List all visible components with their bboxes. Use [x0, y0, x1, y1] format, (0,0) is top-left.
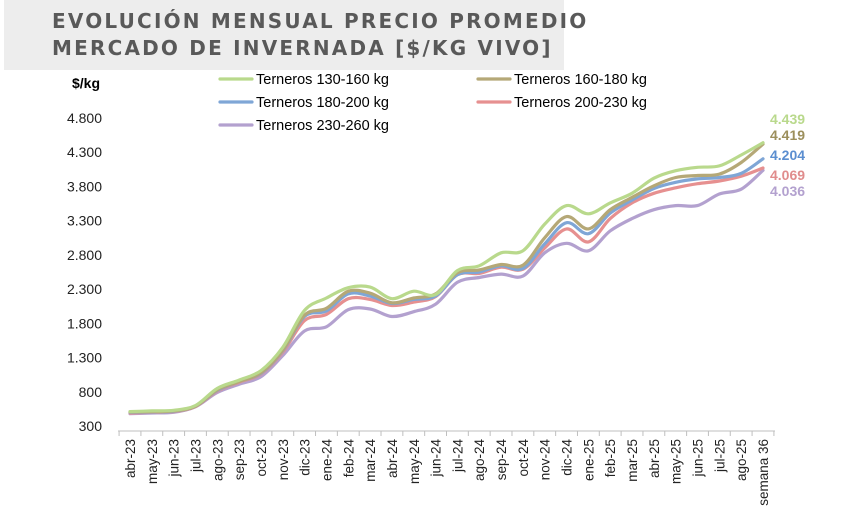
- legend-label-3: Terneros 180-200 kg: [256, 95, 389, 111]
- series-line-1: [128, 141, 765, 414]
- x-tick-label: feb-24: [341, 439, 356, 478]
- x-tick-label: ene-24: [319, 439, 334, 482]
- x-tick-label: ago-24: [472, 439, 487, 482]
- legend-label-1: Terneros 130-160 kg: [256, 72, 389, 88]
- y-tick-label: 3.800: [67, 178, 102, 194]
- x-tick-label: dic-24: [560, 439, 575, 476]
- x-tick-label: may-25: [669, 439, 684, 484]
- x-tick-label: mar-24: [363, 439, 378, 482]
- x-tick-label: sep-23: [232, 439, 247, 480]
- x-tick-label: jun-25: [691, 439, 706, 478]
- x-tick-label: jun-24: [429, 439, 444, 478]
- y-tick-label: 4.800: [67, 110, 102, 126]
- x-tick-label: ago-23: [210, 439, 225, 481]
- legend-label-5: Terneros 230-260 kg: [256, 118, 389, 134]
- y-axis-label: $/kg: [72, 75, 100, 91]
- x-tick-label: jun-23: [167, 439, 182, 478]
- x-tick-label: oct-24: [516, 439, 531, 477]
- series-line-4: [128, 166, 765, 415]
- legend-label-2: Terneros 160-180 kg: [514, 72, 647, 88]
- y-tick-label: 4.300: [67, 144, 102, 160]
- x-tick-label: abr-24: [385, 439, 400, 479]
- series-line-5: [128, 168, 765, 416]
- x-tick-label: sep-24: [494, 439, 509, 481]
- x-tick-label: abr-23: [123, 439, 138, 478]
- x-tick-label: semana 36: [756, 439, 771, 506]
- x-tick-label: mar-25: [625, 439, 640, 482]
- x-tick-label: may-23: [145, 439, 160, 484]
- end-value-label-1: 4.439: [770, 111, 805, 127]
- y-tick-label: 2.300: [67, 281, 102, 297]
- end-value-label-3: 4.204: [770, 147, 805, 163]
- end-value-label-2: 4.419: [770, 127, 805, 143]
- end-value-label-4: 4.069: [770, 167, 805, 183]
- x-tick-label: nov-23: [276, 439, 291, 480]
- x-tick-label: feb-25: [603, 439, 618, 477]
- end-value-label-5: 4.036: [770, 183, 805, 199]
- y-tick-label: 3.300: [67, 213, 102, 229]
- y-tick-label: 800: [79, 384, 103, 400]
- y-tick-label: 1.800: [67, 315, 102, 331]
- x-tick-label: jul-25: [712, 439, 727, 473]
- chart-title-line-1: EVOLUCIÓN MENSUAL PRECIO PROMEDIO: [52, 9, 589, 33]
- y-tick-label: 300: [79, 418, 103, 434]
- chart-title-box: EVOLUCIÓN MENSUAL PRECIO PROMEDIO MERCAD…: [4, 0, 586, 70]
- chart-title-line-2: MERCADO DE INVERNADA [$/KG VIVO]: [52, 36, 553, 60]
- x-tick-label: ago-25: [734, 439, 749, 481]
- x-tick-label: may-24: [407, 439, 422, 485]
- y-tick-label: 2.800: [67, 247, 102, 263]
- x-tick-label: dic-23: [298, 439, 313, 476]
- x-tick-label: nov-24: [538, 439, 553, 481]
- x-tick-label: ene-25: [581, 439, 596, 481]
- x-tick-label: jul-24: [450, 439, 465, 474]
- x-tick-label: jul-23: [188, 439, 203, 473]
- legend-label-4: Terneros 200-230 kg: [514, 95, 647, 111]
- x-tick-label: oct-23: [254, 439, 269, 477]
- y-tick-label: 1.300: [67, 350, 102, 366]
- x-tick-label: abr-25: [647, 439, 662, 478]
